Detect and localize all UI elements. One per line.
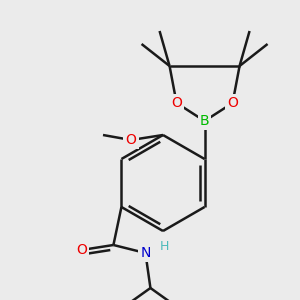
Text: O: O xyxy=(126,133,136,147)
Text: O: O xyxy=(171,96,182,110)
Text: N: N xyxy=(140,246,151,260)
Text: B: B xyxy=(200,114,209,128)
Text: H: H xyxy=(159,241,169,254)
Text: O: O xyxy=(227,96,238,110)
Text: O: O xyxy=(76,243,87,257)
